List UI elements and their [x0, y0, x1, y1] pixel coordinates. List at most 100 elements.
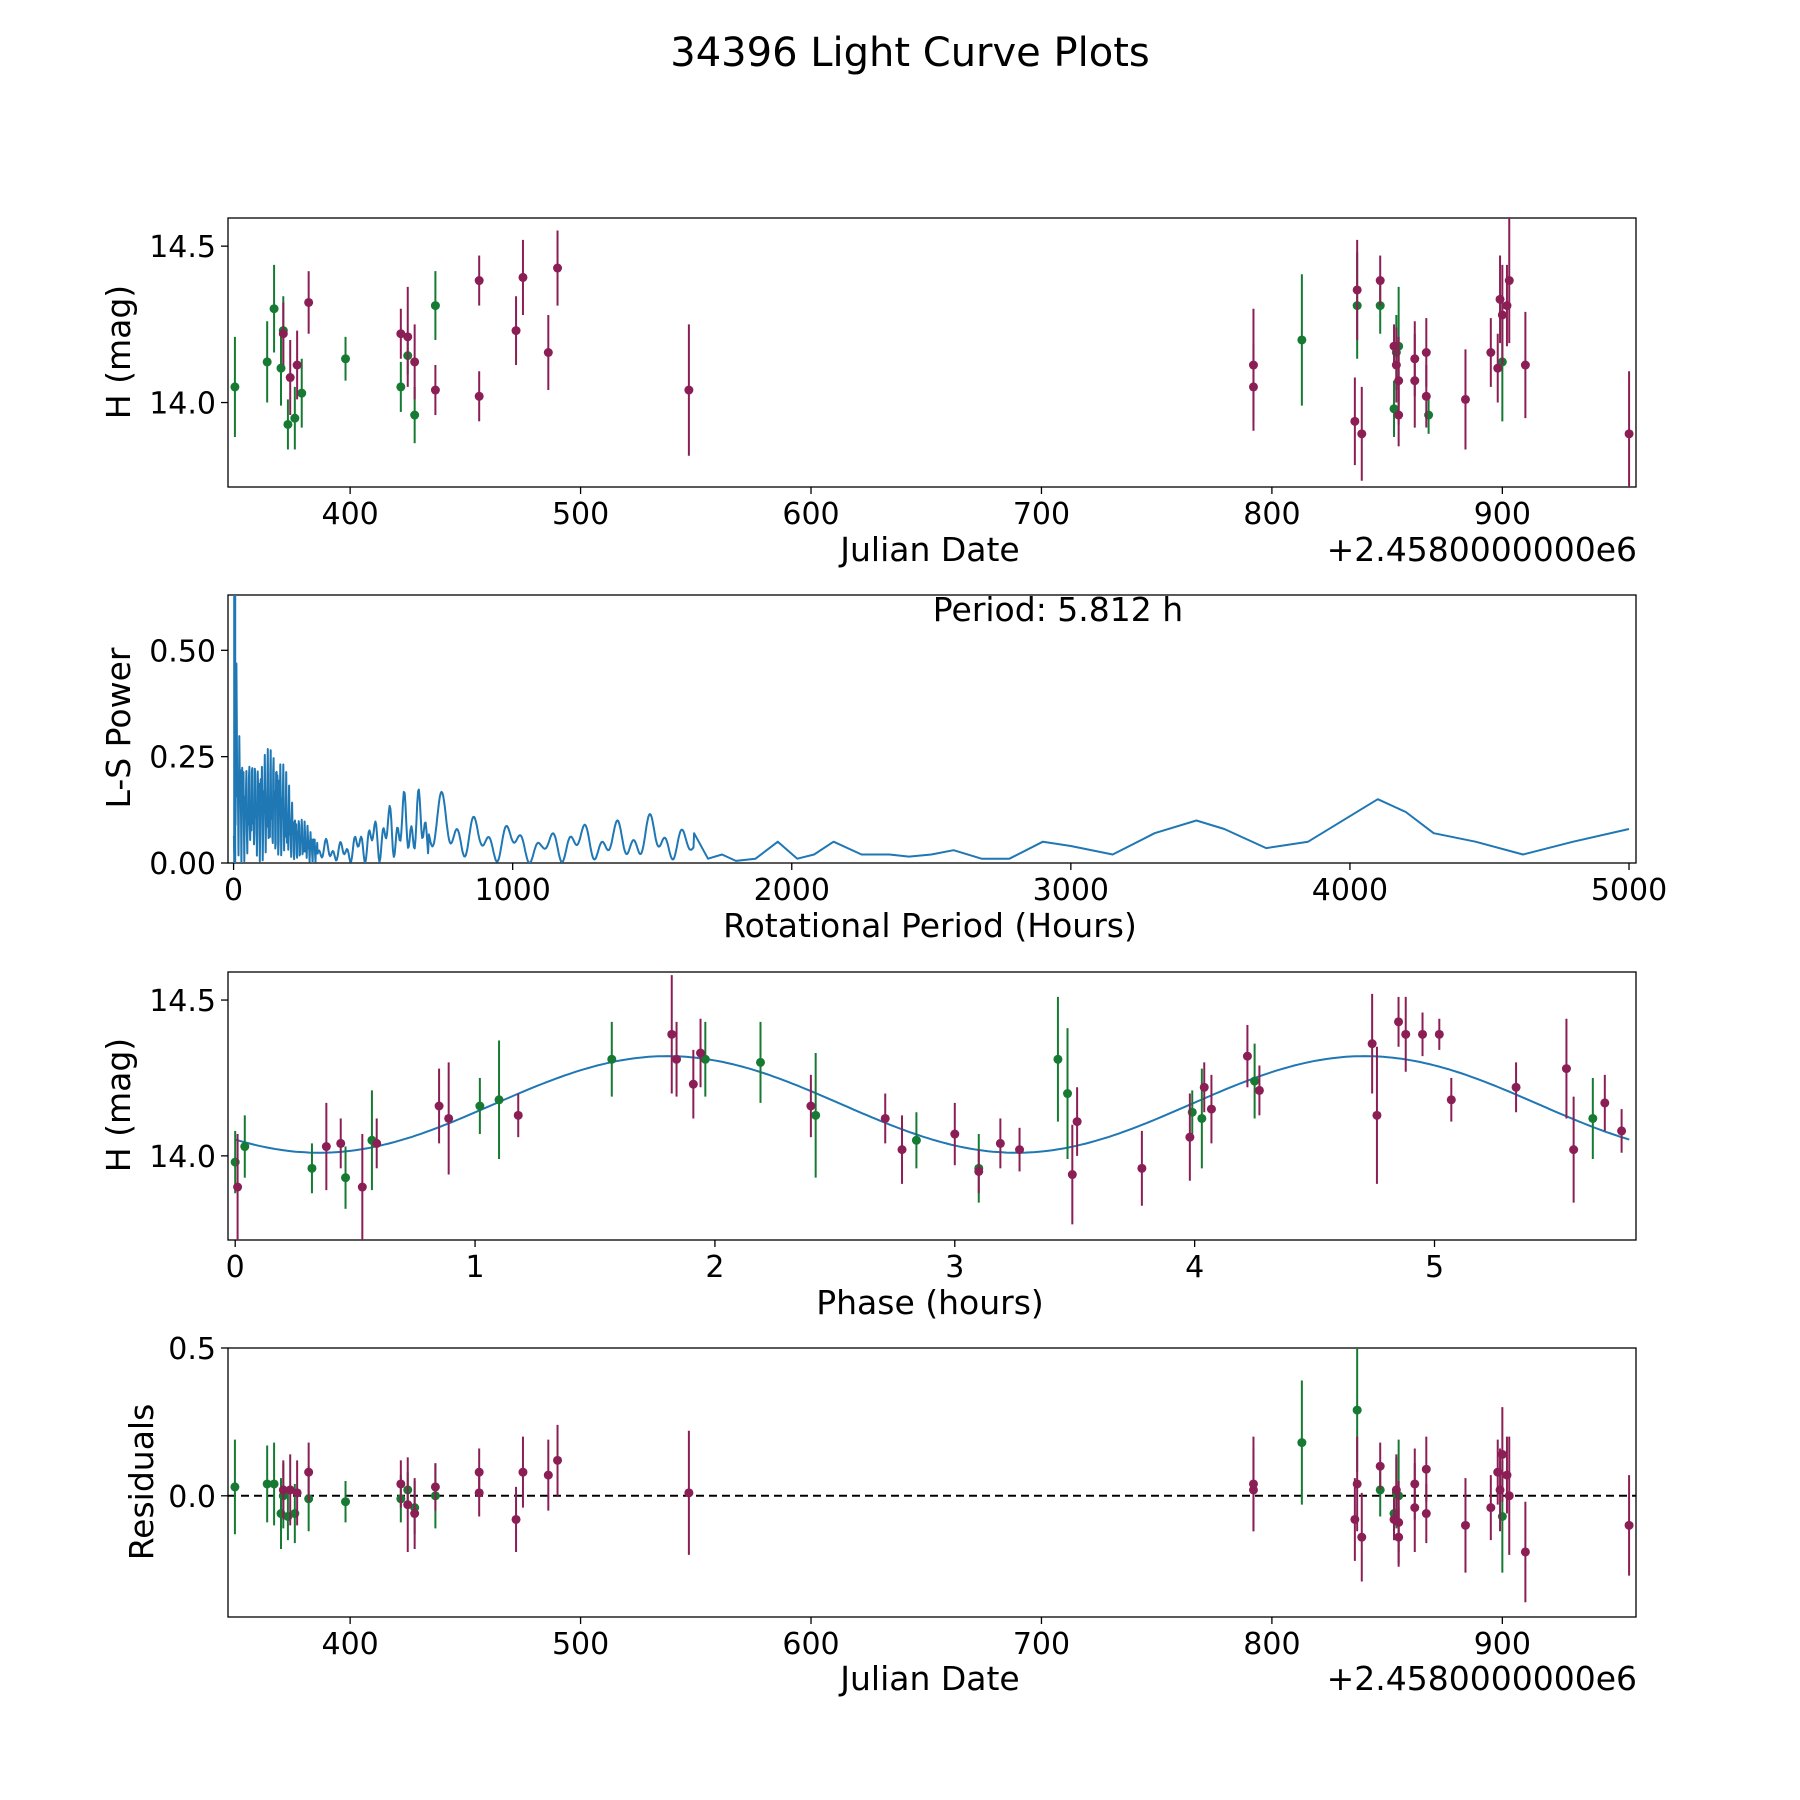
phased-point-maroon — [321, 1142, 331, 1152]
lightcurve-point-maroon — [1624, 429, 1634, 439]
residuals-point-maroon — [1624, 1520, 1634, 1530]
residuals-point-maroon — [1486, 1503, 1496, 1513]
residuals-point-green — [269, 1479, 279, 1489]
lightcurve-point-maroon — [292, 360, 302, 370]
residuals-point-maroon — [410, 1509, 420, 1519]
phased-point-maroon — [880, 1113, 890, 1123]
lightcurve-point-maroon — [1460, 394, 1470, 404]
phased-xtick-label: 4 — [1185, 1250, 1204, 1285]
residuals-point-maroon — [403, 1500, 413, 1510]
residuals-point-maroon — [1394, 1517, 1404, 1527]
periodogram-ytick-label: 0.00 — [149, 847, 216, 882]
periodogram-xtick-label: 3000 — [1033, 873, 1109, 908]
residuals-point-maroon — [1248, 1485, 1258, 1495]
phased-point-maroon — [233, 1182, 243, 1192]
phased-xtick-label: 1 — [466, 1250, 485, 1285]
phased-panel: 0 1 2 3 4 5 14.0 14.5 — [149, 971, 1637, 1285]
phased-xtick-label: 0 — [226, 1250, 245, 1285]
lightcurve-point-green — [290, 413, 300, 423]
lightcurve-panel: 400 500 600 700 800 900 14.0 14.5 — [149, 217, 1637, 532]
phased-point-maroon — [950, 1129, 960, 1139]
lightcurve-point-maroon — [474, 391, 484, 401]
phased-point-maroon — [1015, 1145, 1025, 1155]
residuals-point-maroon — [1357, 1532, 1367, 1542]
periodogram-ytick-label: 0.50 — [149, 634, 216, 669]
lightcurve-point-maroon — [1520, 360, 1530, 370]
periodogram-xtick-label: 0 — [224, 873, 243, 908]
periodogram-line — [232, 662, 1630, 863]
residuals-xtick-label: 800 — [1243, 1627, 1300, 1662]
residuals-point-maroon — [430, 1482, 440, 1492]
phased-frame — [227, 971, 1637, 1241]
residuals-panel: 400 500 600 700 800 900 0.0 0.5 — [168, 1332, 1637, 1662]
residuals-point-maroon — [543, 1470, 553, 1480]
residuals-xtick-label: 500 — [552, 1627, 609, 1662]
phased-model — [234, 1055, 1630, 1154]
figure-title: 34396 Light Curve Plots — [670, 30, 1149, 76]
lightcurve-point-maroon — [278, 329, 288, 339]
lightcurve-xtick-label: 800 — [1243, 497, 1300, 532]
residuals-point-green — [262, 1479, 272, 1489]
residuals-point-maroon — [1497, 1449, 1507, 1459]
phased-point-maroon — [688, 1079, 698, 1089]
phased-point-green — [475, 1101, 485, 1111]
phased-point-maroon — [1067, 1170, 1077, 1180]
phased-point-green — [1063, 1089, 1073, 1099]
periodogram-ytick-label: 0.25 — [149, 741, 216, 776]
residuals-points — [230, 1348, 1634, 1603]
phased-point-maroon — [336, 1138, 346, 1148]
phased-point-green — [1053, 1054, 1063, 1064]
lightcurve-ylabel: H (mag) — [99, 285, 138, 419]
phased-point-maroon — [444, 1113, 454, 1123]
residuals-ytick-label: 0.0 — [168, 1480, 216, 1515]
phased-point-maroon — [1242, 1051, 1252, 1061]
periodogram-xlabel: Rotational Period (Hours) — [723, 906, 1137, 945]
phased-point-maroon — [1418, 1029, 1428, 1039]
lightcurve-point-green — [1297, 335, 1307, 345]
lightcurve-xlabel: Julian Date — [838, 530, 1020, 569]
residuals-point-green — [1297, 1438, 1307, 1448]
lightcurve-point-green — [430, 301, 440, 311]
phased-point-maroon — [1372, 1110, 1382, 1120]
phased-point-maroon — [696, 1048, 706, 1058]
lightcurve-point-maroon — [410, 357, 420, 367]
phased-point-green — [494, 1095, 504, 1105]
phased-point-green — [755, 1057, 765, 1067]
residuals-xtick-label: 700 — [1013, 1627, 1070, 1662]
residuals-point-maroon — [1410, 1503, 1420, 1513]
periodogram-xtick-label: 4000 — [1312, 873, 1388, 908]
lightcurve-point-maroon — [1375, 276, 1385, 286]
lightcurve-points — [230, 218, 1634, 487]
phased-point-green — [341, 1173, 351, 1183]
phased-xtick-label: 2 — [705, 1250, 724, 1285]
residuals-offset-text: +2.4580000000e6 — [1327, 1659, 1637, 1698]
residuals-point-maroon — [1352, 1479, 1362, 1489]
residuals-point-maroon — [278, 1485, 288, 1495]
lightcurve-frame — [227, 217, 1637, 488]
phased-xlabel: Phase (hours) — [816, 1283, 1044, 1322]
lightcurve-point-maroon — [474, 276, 484, 286]
residuals-point-maroon — [1421, 1509, 1431, 1519]
residuals-ylabel: Residuals — [122, 1404, 161, 1561]
phased-point-maroon — [1617, 1126, 1627, 1136]
lightcurve-point-maroon — [518, 272, 528, 282]
phased-ytick-label: 14.5 — [149, 984, 216, 1019]
phased-point-maroon — [1561, 1064, 1571, 1074]
lightcurve-point-maroon — [1394, 376, 1404, 386]
lightcurve-point-green — [283, 419, 293, 429]
lightcurve-point-maroon — [403, 332, 413, 342]
phased-point-maroon — [1511, 1082, 1521, 1092]
periodogram-ylabel: L-S Power — [99, 647, 138, 808]
periodogram-plot — [232, 595, 1630, 863]
lightcurve-point-maroon — [511, 326, 521, 336]
periodogram-panel: 0 1000 2000 3000 4000 5000 0.00 0.25 0.50 — [149, 594, 1667, 908]
phased-ytick-label: 14.0 — [149, 1140, 216, 1175]
lightcurve-point-maroon — [1350, 416, 1360, 426]
phased-point-maroon — [1569, 1145, 1579, 1155]
residuals-xtick-label: 600 — [782, 1627, 839, 1662]
lightcurve-point-maroon — [304, 297, 314, 307]
residuals-point-green — [1352, 1405, 1362, 1415]
lightcurve-xtick-label: 700 — [1013, 497, 1070, 532]
phased-xtick-label: 5 — [1425, 1250, 1444, 1285]
lightcurve-point-maroon — [553, 263, 563, 273]
